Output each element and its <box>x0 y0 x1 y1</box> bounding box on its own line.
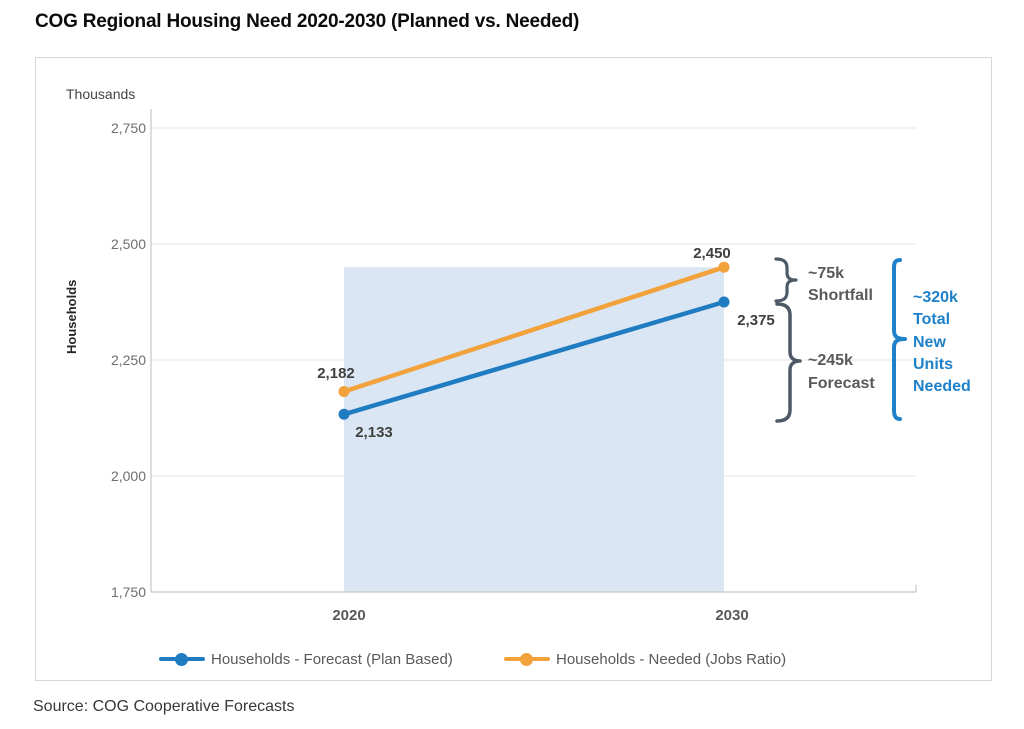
shortfall-annotation-text: ~75k <box>808 265 844 282</box>
shortfall-brace <box>774 257 798 303</box>
shortfall-annotation-text: Shortfall <box>808 287 873 304</box>
series-line-1 <box>341 264 727 394</box>
forecast-line-marker-icon <box>159 650 205 668</box>
y-tick-label: 2,750 <box>111 120 146 136</box>
series-point-1-1 <box>718 261 730 273</box>
needed-legend-dot <box>520 652 533 666</box>
legend-label-needed: Households - Needed (Jobs Ratio) <box>556 650 787 668</box>
y-tick-label: 1,750 <box>111 584 146 600</box>
data-label-1-0: 2,182 <box>317 365 355 382</box>
legend-item-forecast[interactable]: Households - Forecast (Plan Based) <box>159 650 453 668</box>
forecast-annotation-text: Forecast <box>808 375 875 392</box>
total-brace <box>892 258 907 421</box>
needed-line-marker-icon <box>504 650 550 668</box>
total-annotation-text: ~320k <box>913 289 958 306</box>
data-label-0-1: 2,375 <box>737 312 775 329</box>
shaded-band <box>344 267 724 592</box>
series-point-1-0 <box>338 386 350 398</box>
forecast-annotation-text: ~245k <box>808 352 853 369</box>
forecast-legend-dot <box>175 652 188 666</box>
chart-card: 2,750 2,500 2,250 2,000 1,750 Thousands Househ… <box>35 57 992 681</box>
series-point-0-0 <box>338 408 350 420</box>
y-tick-label: 2,000 <box>111 468 146 484</box>
series-point-0-1 <box>718 296 730 308</box>
y-axis-title: Households <box>64 280 79 354</box>
legend-item-needed[interactable]: Households - Needed (Jobs Ratio) <box>504 650 786 668</box>
chart-plot-area: 2,750 2,500 2,250 2,000 1,750 Thousands Househ… <box>64 86 971 624</box>
forecast-brace <box>775 302 802 423</box>
y-tick-label: 2,500 <box>111 236 146 252</box>
source-note: Source: COG Cooperative Forecasts <box>33 698 295 715</box>
y-axis-unit-label: Thousands <box>66 86 135 102</box>
legend-label-forecast: Households - Forecast (Plan Based) <box>211 650 453 668</box>
total-annotation-text: Units <box>913 356 953 373</box>
data-label-1-1: 2,450 <box>693 245 731 262</box>
x-tick-label: 2030 <box>715 607 748 624</box>
total-annotation-text: New <box>913 334 946 351</box>
total-annotation-text: Total <box>913 311 950 328</box>
total-annotation-text: Needed <box>913 378 971 395</box>
series-line-0 <box>341 299 727 417</box>
data-label-0-0: 2,133 <box>355 424 393 441</box>
y-tick-label: 2,250 <box>111 352 146 368</box>
x-tick-label: 2020 <box>332 607 365 624</box>
page-title: COG Regional Housing Need 2020-2030 (Pla… <box>35 11 580 32</box>
